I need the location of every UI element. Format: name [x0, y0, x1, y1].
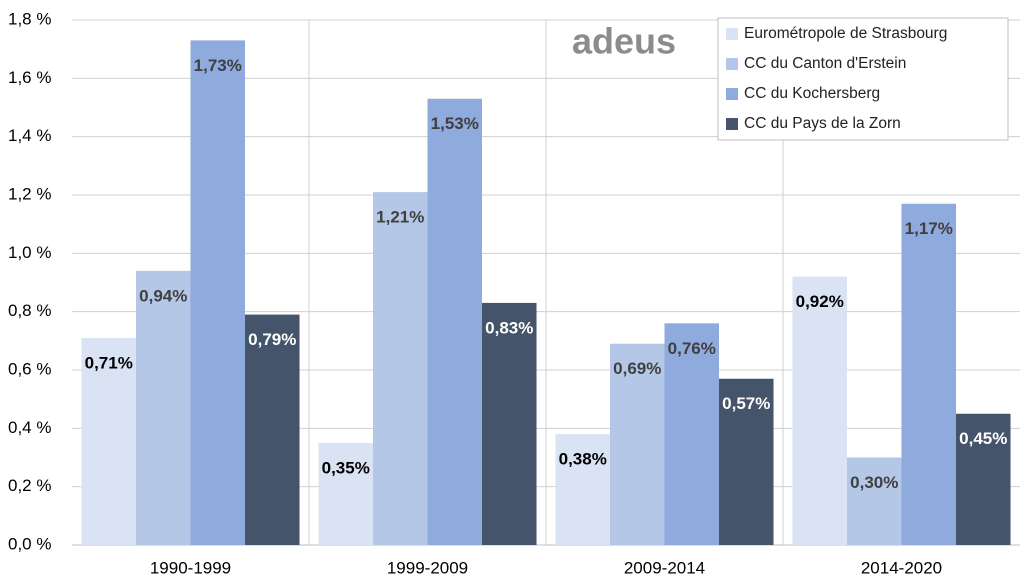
y-tick-label: 1,4 % [8, 126, 51, 145]
value-label: 1,21% [376, 208, 424, 227]
value-label: 0,38% [559, 450, 607, 469]
value-label: 0,45% [959, 429, 1007, 448]
y-tick-label: 1,0 % [8, 243, 51, 262]
y-tick-label: 0,0 % [8, 534, 51, 553]
bar [318, 442, 373, 545]
legend-label: CC du Pays de la Zorn [744, 115, 901, 132]
bar [372, 192, 428, 546]
bar [427, 98, 483, 545]
legend-swatch [726, 58, 738, 70]
y-tick-label: 1,6 % [8, 68, 51, 87]
legend-swatch [726, 28, 738, 40]
y-tick-label: 0,8 % [8, 301, 51, 320]
y-tick-label: 0,4 % [8, 418, 51, 437]
legend-swatch [726, 118, 738, 130]
bar [555, 434, 610, 545]
value-label: 0,30% [850, 473, 898, 492]
legend-label: CC du Kochersberg [744, 85, 880, 102]
value-label: 0,92% [796, 292, 844, 311]
bar [901, 203, 957, 545]
bar [81, 337, 136, 545]
value-label: 0,71% [85, 353, 133, 372]
legend-swatch [726, 88, 738, 100]
y-tick-label: 1,8 % [8, 9, 51, 28]
legend-box [717, 17, 1009, 141]
value-label: 0,79% [248, 330, 296, 349]
bar [135, 270, 191, 545]
bar [792, 276, 847, 545]
logo: adeus [572, 21, 676, 62]
bar [245, 314, 300, 545]
bar [846, 457, 902, 545]
bar [956, 413, 1011, 545]
value-label: 0,94% [139, 286, 187, 305]
x-tick-label: 1990-1999 [150, 558, 231, 577]
value-label: 0,83% [485, 318, 533, 337]
value-label: 0,76% [668, 339, 716, 358]
bar [719, 378, 774, 545]
bar [609, 343, 665, 545]
x-tick-label: 2014-2020 [861, 558, 942, 577]
value-label: 1,53% [431, 114, 479, 133]
value-label: 1,17% [905, 219, 953, 238]
x-tick-label: 1999-2009 [387, 558, 468, 577]
bar [664, 323, 720, 545]
value-label: 0,69% [613, 359, 661, 378]
y-tick-label: 1,2 % [8, 184, 51, 203]
value-label: 0,35% [322, 458, 370, 477]
x-tick-label: 2009-2014 [624, 558, 705, 577]
y-tick-label: 0,2 % [8, 476, 51, 495]
y-tick-label: 0,6 % [8, 359, 51, 378]
legend-label: CC du Canton d'Erstein [744, 55, 906, 72]
bar [190, 40, 246, 546]
legend-label: Eurométropole de Strasbourg [744, 25, 947, 42]
value-label: 0,57% [722, 394, 770, 413]
bar [482, 302, 537, 545]
value-label: 1,73% [194, 56, 242, 75]
